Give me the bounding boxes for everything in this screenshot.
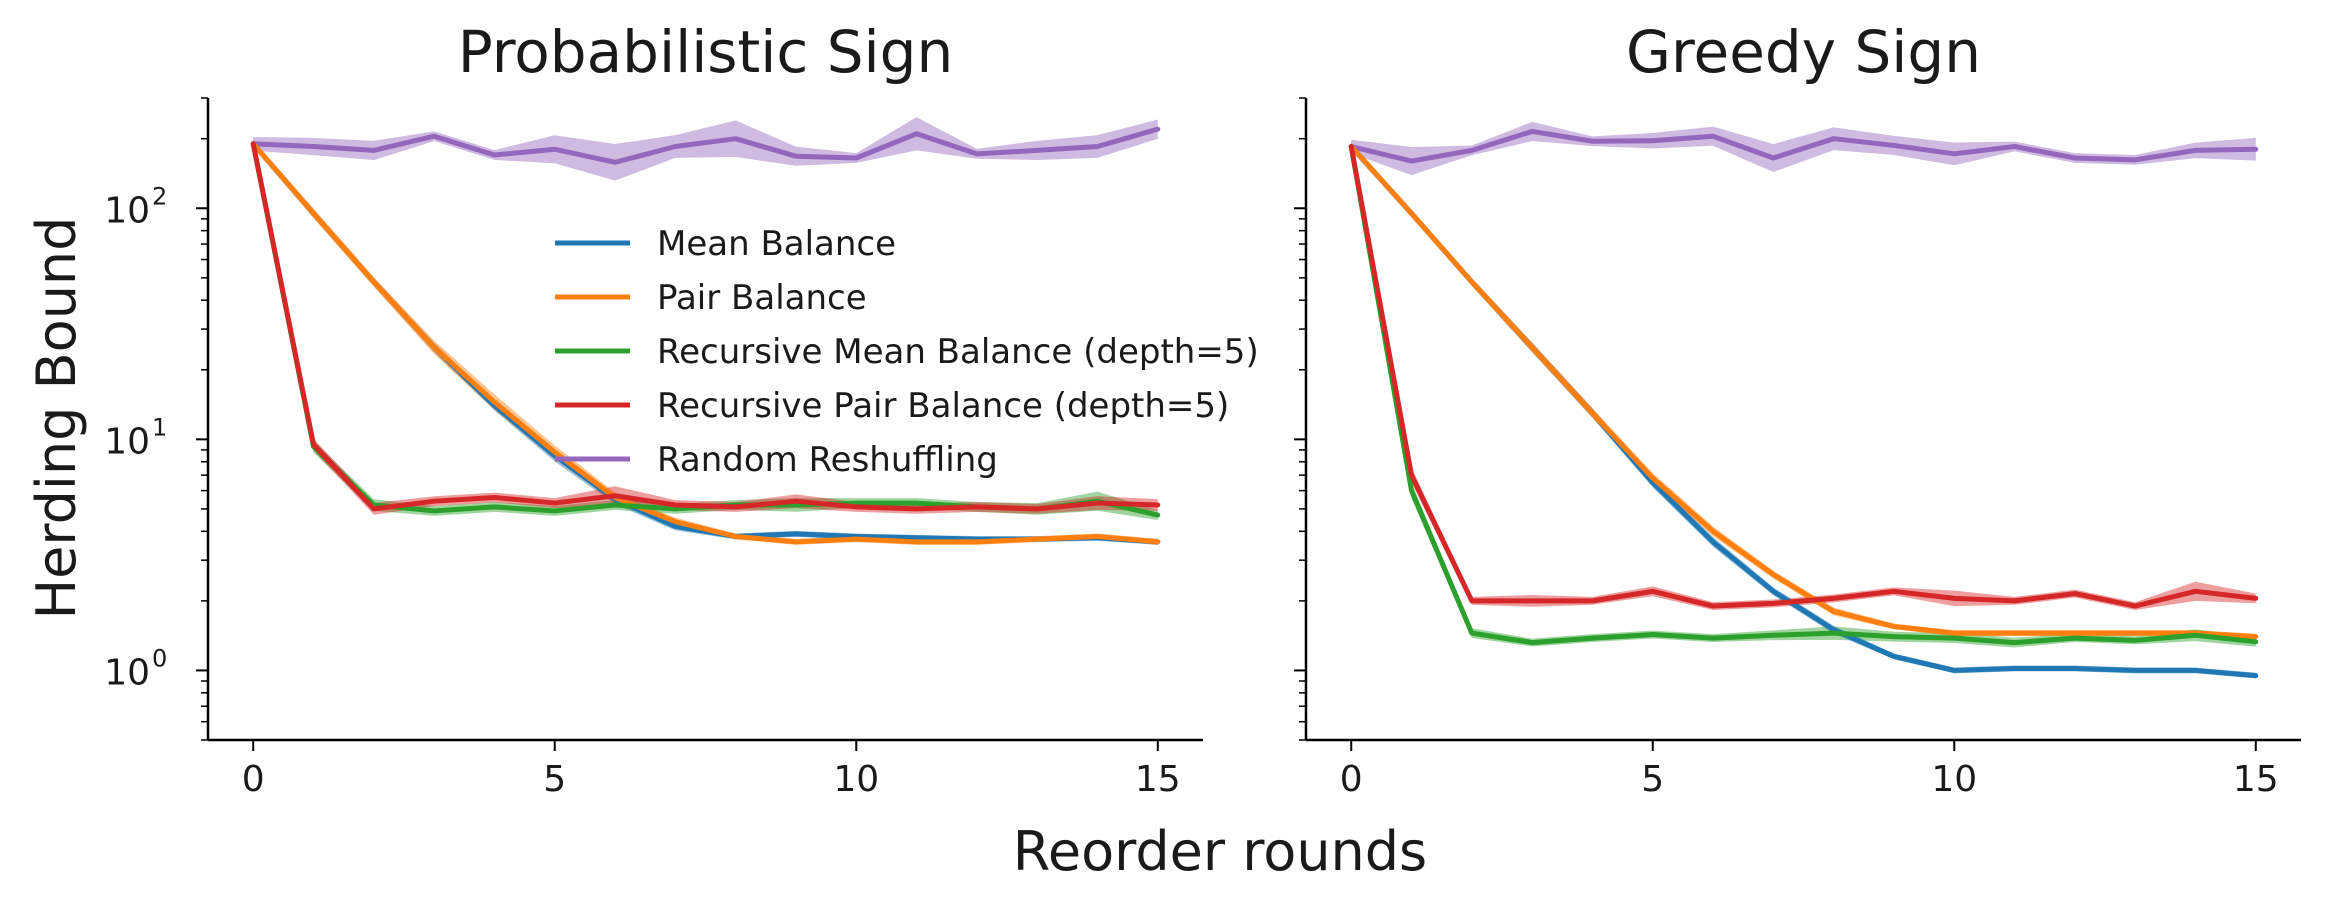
band-pair-balance bbox=[253, 139, 1158, 545]
band-recursive-mean-balance-depth-5 bbox=[1351, 142, 2256, 648]
series-line-recursive-pair-balance-depth-5 bbox=[250, 141, 1161, 512]
y-tick-label: 10 bbox=[104, 421, 150, 462]
x-tick-label: 5 bbox=[543, 759, 566, 800]
x-tick-label: 10 bbox=[833, 759, 879, 800]
y-tick-exponent: 2 bbox=[152, 182, 167, 210]
x-tick-label: 10 bbox=[1931, 759, 1977, 800]
y-tick-exponent: 1 bbox=[152, 413, 167, 441]
y-tick-exponent: 0 bbox=[152, 644, 167, 672]
legend-label: Recursive Pair Balance (depth=5) bbox=[657, 386, 1229, 426]
series-line-random-reshuffling bbox=[1348, 128, 2259, 164]
x-tick-label: 5 bbox=[1641, 759, 1664, 800]
x-tick-label: 15 bbox=[2233, 759, 2279, 800]
legend-label: Pair Balance bbox=[657, 278, 867, 318]
legend-label: Mean Balance bbox=[657, 224, 896, 264]
panel-title: Greedy Sign bbox=[1626, 18, 1981, 86]
series-line-random-reshuffling bbox=[250, 126, 1161, 165]
x-tick-label: 15 bbox=[1135, 759, 1181, 800]
x-tick-label: 0 bbox=[242, 759, 265, 800]
legend: Mean Balance Pair Balance Recursive Mean B… bbox=[555, 224, 1259, 480]
series-line-pair-balance bbox=[250, 141, 1161, 545]
y-tick-label: 10 bbox=[104, 190, 150, 231]
x-axis-title: Reorder rounds bbox=[1013, 820, 1427, 883]
panel-title: Probabilistic Sign bbox=[458, 18, 953, 86]
series-line-pair-balance bbox=[1348, 144, 2259, 640]
x-tick-label: 0 bbox=[1340, 759, 1363, 800]
band-recursive-pair-balance-depth-5 bbox=[1351, 142, 2256, 610]
y-tick-label: 10 bbox=[104, 652, 150, 693]
band-pair-balance bbox=[1351, 142, 2256, 640]
y-axis-title: Herding Bound bbox=[25, 217, 88, 620]
legend-label: Random Reshuffling bbox=[657, 440, 998, 480]
series-line-recursive-pair-balance-depth-5 bbox=[1348, 144, 2259, 609]
legend-label: Recursive Mean Balance (depth=5) bbox=[657, 332, 1259, 372]
band-random-reshuffling bbox=[253, 117, 1158, 181]
series-line-recursive-mean-balance-depth-5 bbox=[1348, 144, 2259, 646]
panel-greedy-sign: Greedy Sign 0 5 10 15 bbox=[1294, 18, 2301, 800]
